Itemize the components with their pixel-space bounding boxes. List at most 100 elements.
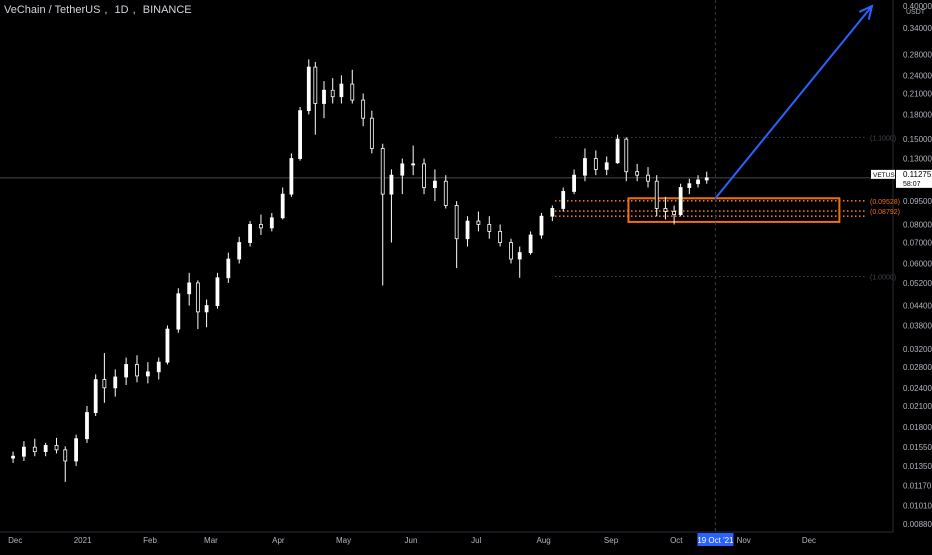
- time-tick-label: Jul: [471, 536, 481, 545]
- candle-body: [509, 242, 513, 260]
- candle-body: [561, 191, 566, 209]
- price-tick-label: 0.15000: [903, 135, 932, 144]
- candle-body: [339, 83, 344, 98]
- exchange-label: BINANCE: [142, 4, 192, 16]
- candle-body: [487, 224, 492, 232]
- price-tick-label: 0.01800: [903, 423, 932, 432]
- candle-body: [248, 224, 252, 243]
- price-tick-label: 0.05200: [903, 279, 932, 288]
- time-tick-label: Dec: [8, 536, 22, 545]
- countdown-label: 58:07: [903, 181, 921, 188]
- time-tick-label: Jun: [405, 536, 418, 545]
- candle-body: [517, 252, 522, 260]
- interval-label: 1D: [114, 4, 129, 16]
- price-tick-label: 0.03200: [903, 345, 932, 354]
- symbol-tag-bg: [871, 169, 895, 179]
- price-tick-label: 0.04400: [903, 302, 932, 311]
- price-tick-label: 0.01010: [903, 501, 932, 510]
- candle-body: [156, 361, 161, 373]
- candle-body: [498, 230, 503, 243]
- candle-body: [593, 158, 598, 170]
- candle-body: [539, 215, 544, 236]
- time-tick-label: Nov: [737, 536, 751, 545]
- price-tick-label: 0.00880: [903, 520, 932, 529]
- candle-body: [322, 89, 326, 104]
- symbol-legend[interactable]: VeChain / TetherUS, 1D, BINANCE: [4, 4, 192, 16]
- price-tick-label: 0.18000: [903, 110, 932, 119]
- candle-body: [687, 183, 692, 188]
- price-unit-label: USDT: [906, 9, 926, 16]
- candle-body: [465, 220, 470, 240]
- candle-body: [422, 163, 426, 188]
- candle-body: [289, 158, 294, 195]
- symbol-name: VeChain / TetherUS: [4, 4, 101, 16]
- time-tick-label: 2021: [74, 536, 92, 545]
- price-tick-label: 0.02800: [903, 363, 932, 372]
- crosshair-time-label-bg: [697, 533, 734, 546]
- candle-body: [176, 293, 181, 330]
- fib-level-label: (0.08792): [870, 209, 900, 216]
- candle-body: [259, 224, 263, 229]
- candle-body: [635, 171, 640, 176]
- support-zone-box[interactable]: [627, 197, 841, 223]
- candle-body: [306, 66, 311, 112]
- candle-body: [54, 445, 59, 451]
- candle-body: [313, 66, 318, 104]
- price-tick-label: 0.08000: [903, 220, 932, 229]
- time-tick-label: May: [336, 536, 351, 545]
- price-tick-label: 0.07000: [903, 239, 932, 248]
- price-tick-label: 0.34000: [903, 24, 932, 33]
- candle-body: [400, 163, 405, 176]
- candle-body: [63, 449, 68, 462]
- candle-body: [74, 438, 79, 462]
- price-tick-label: 0.02400: [903, 384, 932, 393]
- candle-body: [204, 305, 209, 313]
- candle-body: [195, 282, 200, 313]
- time-tick-label: Dec: [802, 536, 816, 545]
- candle-body: [604, 162, 609, 170]
- candle-body: [572, 174, 576, 192]
- price-tick-label: 0.28000: [903, 50, 932, 59]
- price-tick-label: 0.06000: [903, 259, 932, 268]
- candle-body: [280, 193, 285, 219]
- candle-body: [269, 217, 274, 229]
- candle-body: [678, 187, 683, 216]
- candle-body: [124, 364, 129, 378]
- time-tick-label: Mar: [204, 536, 218, 545]
- candle-body: [93, 379, 98, 413]
- time-tick-label: Oct: [670, 536, 683, 545]
- projection-arrow-line[interactable]: [714, 5, 873, 199]
- candle-body: [454, 205, 459, 240]
- candle-body: [646, 174, 650, 182]
- crosshair-time-label: 19 Oct '21: [697, 536, 734, 545]
- candle-body: [672, 211, 677, 216]
- candle-body: [663, 208, 668, 212]
- price-tick-label: 0.02100: [903, 402, 932, 411]
- projection-arrow-head[interactable]: [858, 4, 874, 20]
- candle-body: [350, 83, 355, 101]
- candle-body: [476, 220, 481, 225]
- candle-body: [43, 445, 48, 453]
- time-tick-label: Aug: [537, 536, 551, 545]
- candle-body: [369, 117, 374, 149]
- candle-body: [330, 89, 335, 98]
- price-tick-label: 0.03800: [903, 321, 932, 330]
- price-tick-label: 0.21000: [903, 89, 932, 98]
- fib-level-label: (1.1000): [870, 135, 896, 142]
- time-tick-label: Sep: [604, 536, 619, 545]
- candle-body: [624, 138, 629, 173]
- fib-level-label: (1.0000): [870, 275, 896, 282]
- current-price-label-bg: [896, 169, 932, 188]
- candle-body: [528, 234, 533, 254]
- candle-body: [135, 364, 139, 377]
- candle-body: [704, 177, 709, 181]
- price-tick-label: 0.01170: [903, 481, 932, 490]
- candle-body: [615, 138, 620, 164]
- candle-body: [298, 110, 302, 159]
- price-tick-label: 0.01550: [903, 443, 932, 452]
- candle-body: [145, 371, 150, 377]
- candle-body: [583, 158, 587, 176]
- fib-level-label: (0.09528): [870, 199, 900, 206]
